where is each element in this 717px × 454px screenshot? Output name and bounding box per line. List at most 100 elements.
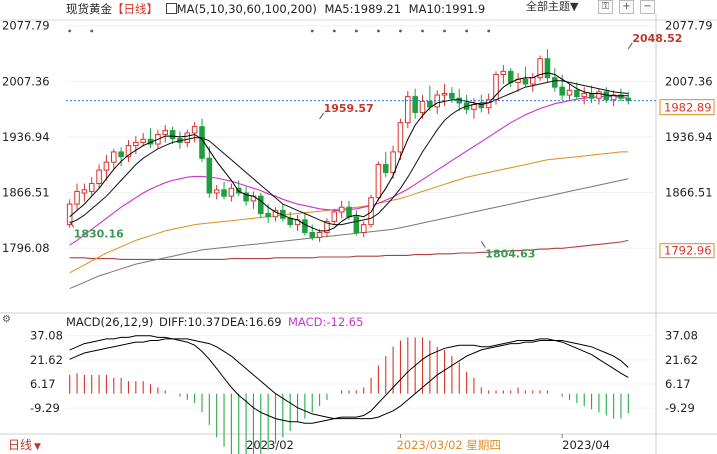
event-marker-dot	[68, 29, 72, 33]
candle-body	[382, 164, 389, 173]
macd-tick-label-right: 37.08	[665, 329, 698, 343]
annotation-label: 1804.63	[485, 247, 535, 260]
event-marker-dot	[310, 29, 314, 33]
candle-body	[419, 100, 426, 113]
candle-body	[243, 192, 249, 202]
macd-tick-label-right: 6.17	[665, 377, 691, 391]
macd-hist-value: MACD:-12.65	[288, 315, 363, 329]
candle-body	[74, 190, 80, 205]
candle-body	[302, 219, 308, 234]
candle-body	[316, 232, 323, 238]
ma10-value: MA10:1991.9	[408, 2, 486, 16]
price-tick-label-left: 2077.79	[2, 19, 50, 33]
macd-diff-line	[69, 335, 629, 424]
event-marker-dot	[487, 29, 491, 33]
theme-menu-button[interactable]: 全部主题▼	[526, 0, 579, 13]
price-tick-label-left: 1936.94	[2, 130, 50, 144]
time-axis-label: 2023/03/02 星期四	[396, 438, 500, 452]
ma200-value-tag	[659, 243, 715, 259]
ma-legend-icon	[165, 3, 177, 14]
candle-body	[449, 92, 455, 99]
price-tick-label-left: 1796.08	[2, 241, 50, 255]
candle-body	[522, 78, 529, 85]
candle-body	[331, 211, 338, 222]
period-tab-label: 日线	[8, 438, 33, 452]
candle-body	[324, 220, 330, 234]
price-tick-label-left: 1866.51	[2, 186, 50, 200]
lock-icon[interactable]: ⚿	[598, 0, 613, 14]
candle-body	[213, 189, 220, 194]
candle-body	[544, 58, 551, 79]
candle-body	[191, 126, 198, 134]
candle-body	[552, 77, 558, 88]
instrument-title: 现货黄金	[66, 2, 112, 16]
candle-body	[309, 232, 316, 238]
macd-params-label: MACD(26,12,9)	[66, 315, 153, 329]
candle-body	[81, 189, 88, 194]
price-tick-label-left: 2007.36	[2, 74, 50, 88]
candle-body	[206, 157, 213, 194]
chevron-down-icon: ▼	[34, 442, 41, 452]
macd-tick-label-right: 21.62	[665, 353, 698, 367]
candle-body	[581, 92, 587, 98]
settings-icon[interactable]: ⚙	[2, 314, 11, 325]
price-tick-label-right: 1866.51	[665, 186, 713, 200]
candle-body	[588, 92, 595, 99]
macd-dea-value: DEA:16.69	[221, 315, 282, 329]
candle-body	[140, 138, 146, 143]
chart-header: 现货黄金【日线】 MA(5,10,30,60,100,200) MA5:1989…	[66, 2, 485, 16]
candle-body	[529, 77, 536, 85]
candle-body	[265, 213, 271, 218]
event-marker-dot	[399, 29, 402, 33]
annotation-pointer	[627, 42, 633, 50]
candle-body	[500, 70, 507, 76]
annotation-pointer	[480, 241, 486, 248]
minus-icon[interactable]: −	[640, 0, 655, 14]
candle-body	[353, 216, 360, 234]
macd-tick-label-left: 37.08	[30, 329, 63, 343]
last-price-label: 1982.89	[664, 101, 712, 115]
ma10-line	[69, 80, 629, 226]
candle-body	[103, 161, 110, 171]
time-axis-label: 2023/02	[246, 438, 294, 452]
ma200-line	[69, 239, 629, 260]
candle-body	[596, 91, 602, 99]
candle-body	[537, 58, 543, 79]
price-tick-label-right: 1936.94	[665, 130, 713, 144]
annotation-pointer	[319, 112, 325, 120]
macd-dea-line	[69, 338, 629, 420]
candle-body	[559, 86, 565, 96]
macd-diff-value: DIFF:10.37	[159, 315, 220, 329]
ma100-line	[69, 178, 629, 290]
event-marker-dot	[90, 29, 94, 33]
candle-body	[228, 187, 235, 197]
event-marker-dot	[332, 29, 336, 33]
candle-body	[618, 94, 624, 99]
candle-body	[162, 130, 169, 136]
event-marker-dot	[377, 29, 380, 33]
event-marker-dot	[421, 29, 424, 33]
price-tick-label-right: 2077.79	[665, 19, 713, 33]
candle-body	[118, 151, 124, 158]
candle-body	[375, 164, 382, 199]
macd-tick-label-right: -9.29	[665, 401, 695, 415]
macd-tick-label-left: 6.17	[30, 377, 56, 391]
annotation-label: 1830.16	[74, 227, 124, 240]
candle-body	[427, 100, 433, 108]
period-label[interactable]: 【日线】	[112, 2, 158, 16]
candle-body	[603, 91, 610, 101]
candle-body	[412, 96, 418, 113]
ma200-value-label: 1792.96	[664, 244, 712, 258]
ma-params[interactable]: MA(5,10,30,60,100,200)	[176, 2, 317, 16]
candle-body	[360, 224, 367, 234]
candle-body	[111, 151, 117, 163]
candle-body	[610, 94, 617, 101]
candle-body	[125, 145, 132, 158]
candle-body	[287, 217, 293, 226]
event-marker-dot	[443, 29, 446, 33]
candle-body	[397, 122, 404, 153]
plus-icon[interactable]: +	[619, 0, 634, 14]
period-tab[interactable]: 日线 ▼	[8, 438, 41, 454]
candle-body	[133, 141, 139, 147]
